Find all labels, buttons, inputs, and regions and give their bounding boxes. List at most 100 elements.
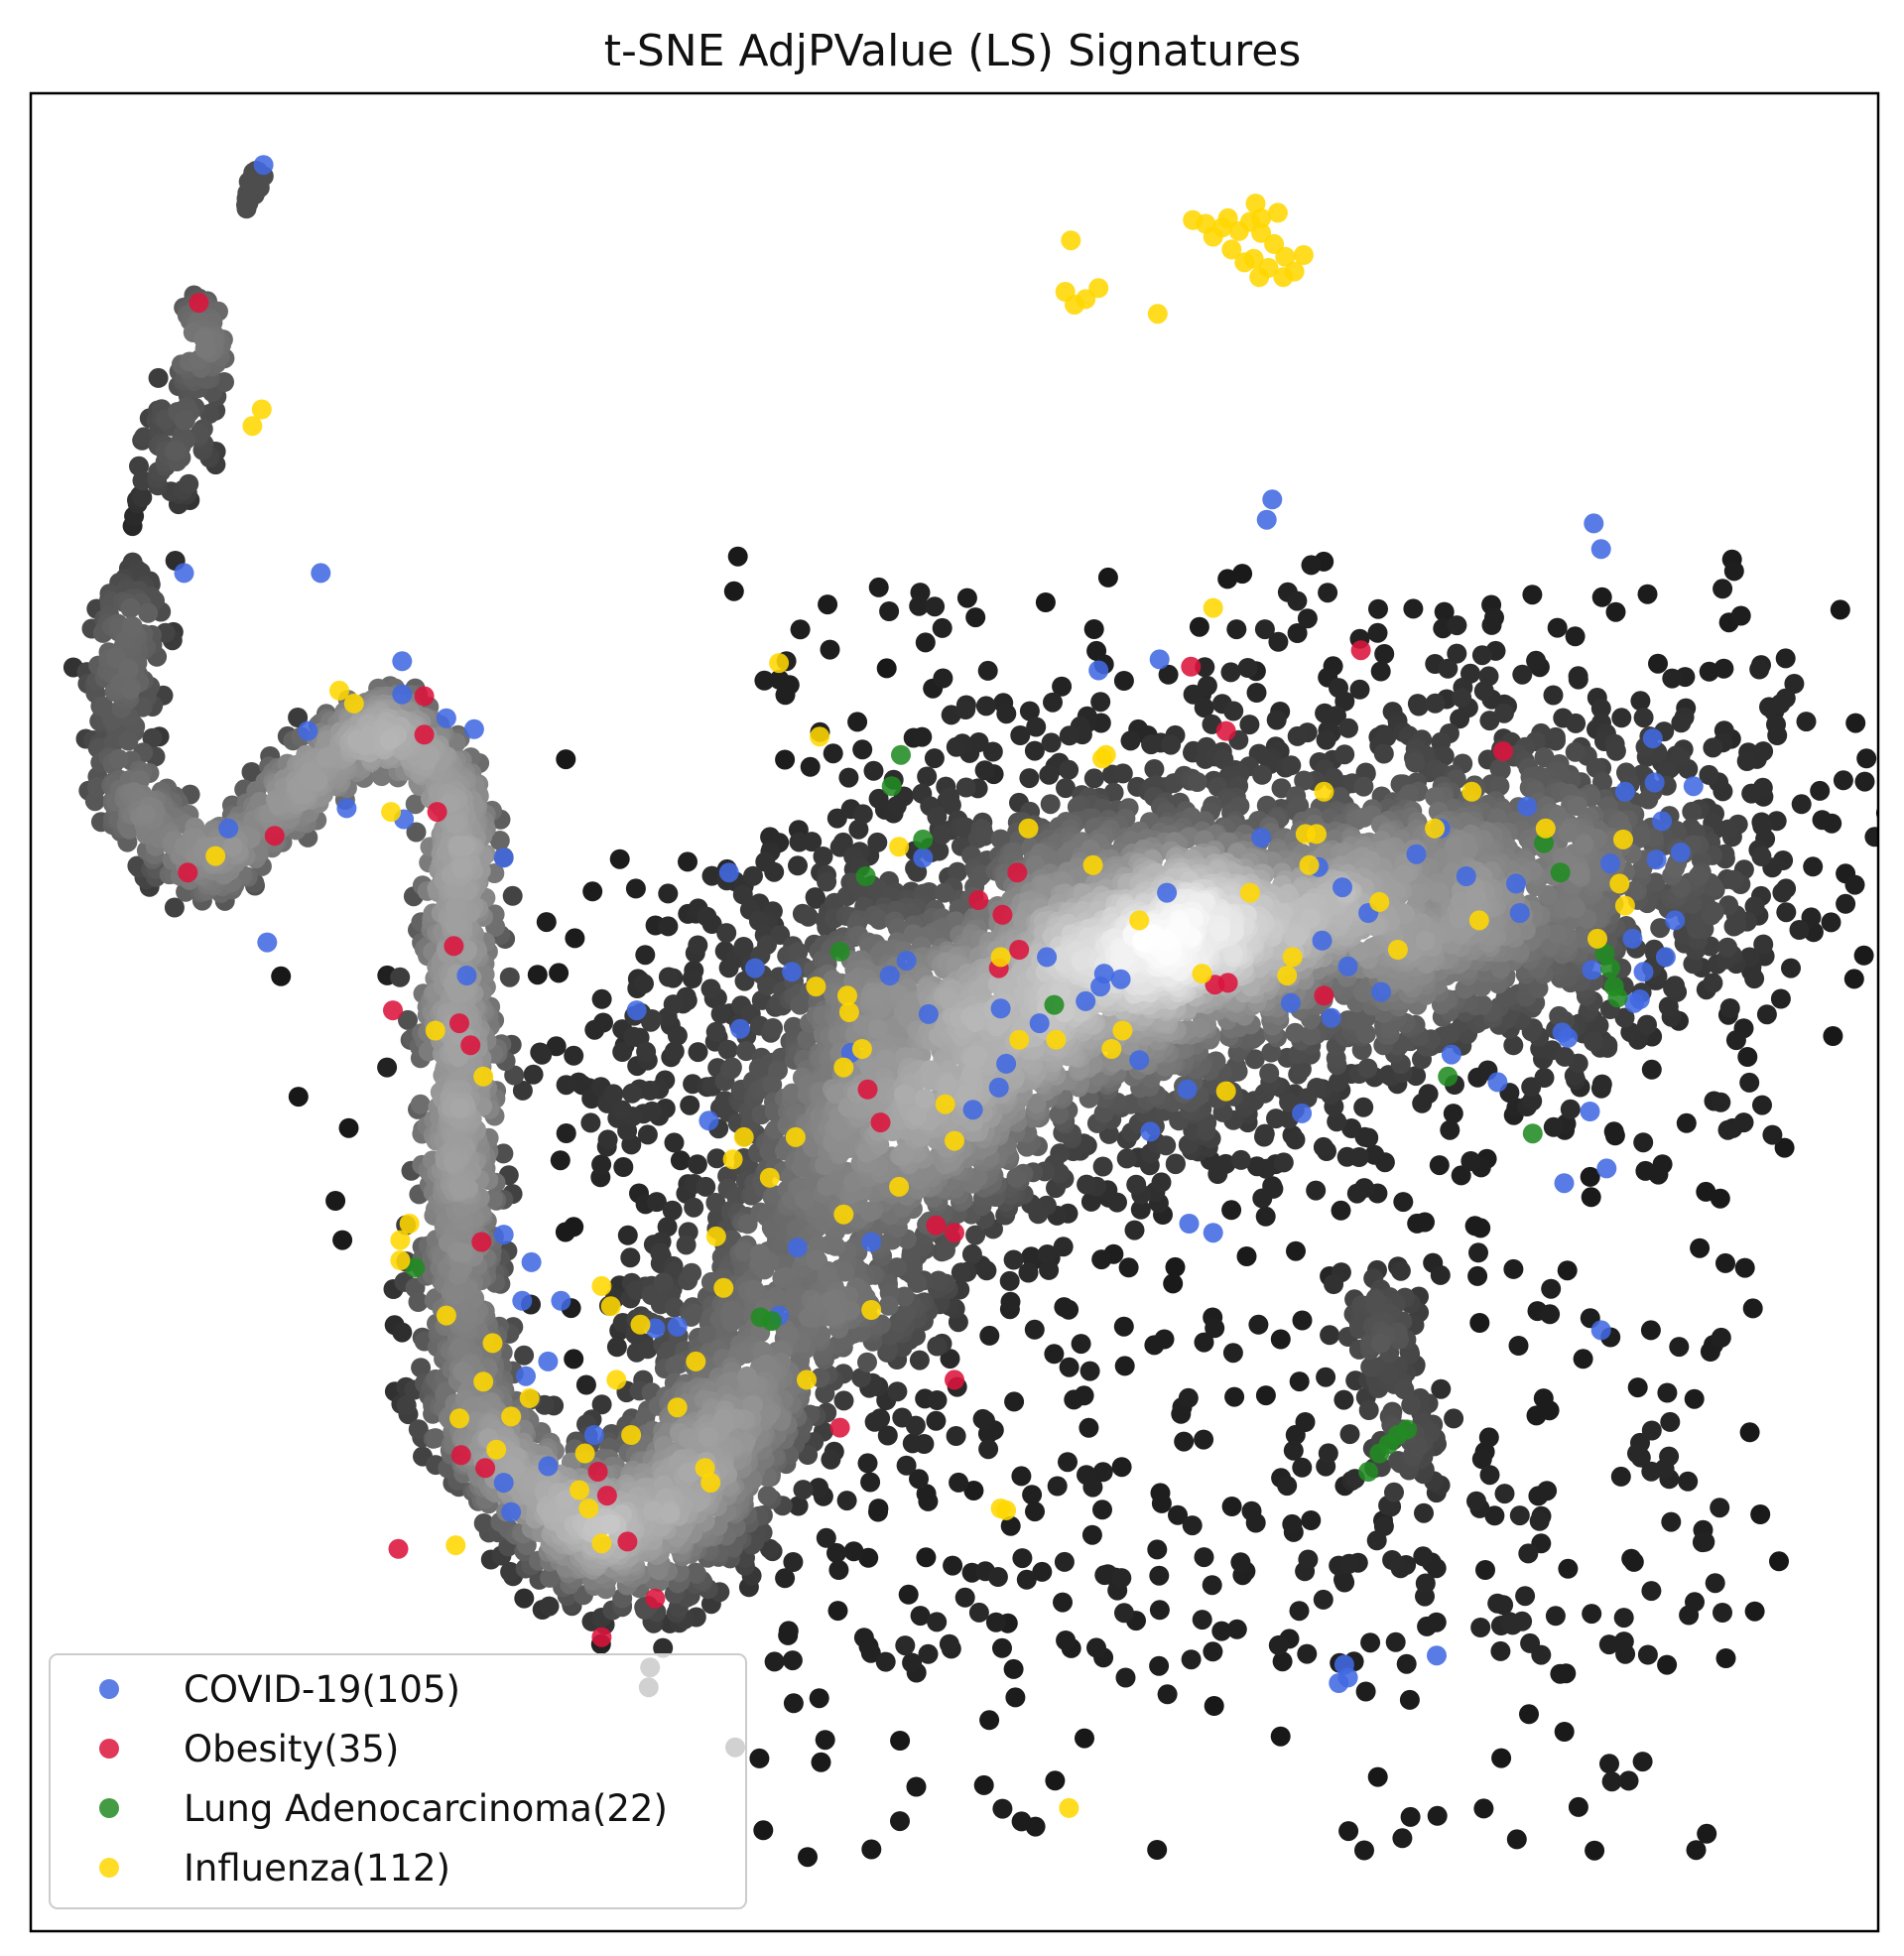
background-point: [1297, 1088, 1318, 1108]
background-point: [1107, 1192, 1127, 1213]
background-point: [851, 1368, 872, 1388]
background-point: [940, 1349, 960, 1369]
background-point: [853, 1628, 874, 1648]
background-point: [778, 1621, 799, 1641]
background-point: [591, 1154, 612, 1175]
background-point: [1603, 1121, 1624, 1142]
background-point: [1744, 896, 1765, 917]
background-point: [1054, 1297, 1075, 1318]
background-point: [1114, 1356, 1135, 1376]
background-point: [1700, 1342, 1720, 1362]
background-point: [1671, 713, 1692, 733]
background-point: [1355, 1681, 1376, 1702]
background-point: [1384, 1482, 1404, 1502]
background-point: [1126, 1174, 1147, 1195]
background-point: [793, 1480, 814, 1500]
background-point: [132, 487, 153, 508]
background-point: [992, 1637, 1012, 1658]
background-point: [1058, 1452, 1078, 1473]
background-point: [895, 1303, 916, 1324]
background-point: [670, 1150, 691, 1171]
background-point: [1431, 1378, 1452, 1399]
background-point: [1010, 725, 1031, 745]
background-point: [1283, 1440, 1304, 1461]
background-point: [1338, 1821, 1359, 1842]
background-point: [1221, 1497, 1242, 1516]
background-point: [565, 928, 585, 949]
background-point: [1161, 734, 1182, 755]
background-point: [1266, 710, 1287, 730]
background-point: [1479, 1465, 1500, 1486]
background-point: [1877, 702, 1878, 711]
background-point: [1759, 697, 1779, 717]
background-point: [1241, 1500, 1262, 1521]
background-point: [1660, 1411, 1681, 1432]
background-point: [1734, 1257, 1755, 1278]
background-point: [1574, 835, 1594, 855]
background-point: [134, 427, 155, 448]
background-point: [1611, 708, 1632, 728]
background-point: [549, 963, 570, 983]
background-point: [918, 1643, 939, 1664]
background-point: [1676, 1112, 1697, 1133]
background-point: [687, 1154, 707, 1175]
background-point: [868, 788, 889, 809]
background-point: [1357, 1058, 1378, 1079]
background-point: [1367, 622, 1388, 643]
background-point: [663, 994, 684, 1015]
background-point: [1187, 772, 1207, 792]
background-point: [1374, 1152, 1395, 1173]
background-point: [580, 1112, 601, 1133]
background-point: [1091, 1249, 1112, 1270]
background-point: [1077, 1465, 1096, 1486]
background-point: [657, 1217, 678, 1238]
background-point: [1899, 857, 1904, 877]
background-point: [1756, 1004, 1777, 1025]
background-point: [1627, 1443, 1647, 1464]
background-point: [1041, 732, 1062, 753]
background-point: [1385, 1631, 1406, 1652]
background-point: [1526, 650, 1547, 671]
background-point: [1120, 730, 1141, 751]
background-point: [1775, 648, 1796, 669]
background-point: [1329, 678, 1348, 699]
background-point: [1621, 1548, 1642, 1569]
background-point: [1853, 945, 1874, 966]
background-point: [1414, 1502, 1434, 1523]
background-point: [1470, 1218, 1491, 1239]
background-point: [236, 198, 257, 219]
background-point: [800, 756, 821, 777]
background-point: [1650, 918, 1671, 939]
background-point: [1092, 1156, 1113, 1177]
background-point: [1263, 1178, 1284, 1199]
background-point: [779, 675, 800, 696]
background-point: [927, 1612, 948, 1632]
background-point: [636, 1041, 657, 1062]
background-point: [1490, 1640, 1511, 1661]
background-point: [852, 739, 873, 760]
background-point: [1392, 1828, 1413, 1849]
background-point: [1163, 1273, 1184, 1294]
background-point: [1246, 683, 1267, 703]
background-point: [772, 1267, 793, 1288]
background-point: [1770, 988, 1791, 1009]
background-point: [1641, 1461, 1662, 1482]
background-point: [1223, 701, 1244, 721]
background-point: [667, 1025, 688, 1046]
background-point: [1390, 1260, 1411, 1281]
background-point: [982, 741, 1003, 762]
background-point: [827, 1601, 848, 1622]
background-point: [717, 1039, 738, 1060]
background-point: [1236, 1246, 1257, 1266]
background-point: [1487, 1593, 1508, 1614]
background-point: [1774, 1137, 1795, 1158]
background-point: [1353, 1097, 1374, 1117]
background-point: [790, 619, 811, 640]
background-point: [838, 767, 859, 788]
background-point: [955, 777, 976, 798]
background-point: [1226, 1619, 1247, 1639]
background-point: [1374, 644, 1395, 664]
background-point: [1657, 1382, 1678, 1403]
background-point: [1601, 1771, 1622, 1792]
background-point: [977, 660, 998, 681]
